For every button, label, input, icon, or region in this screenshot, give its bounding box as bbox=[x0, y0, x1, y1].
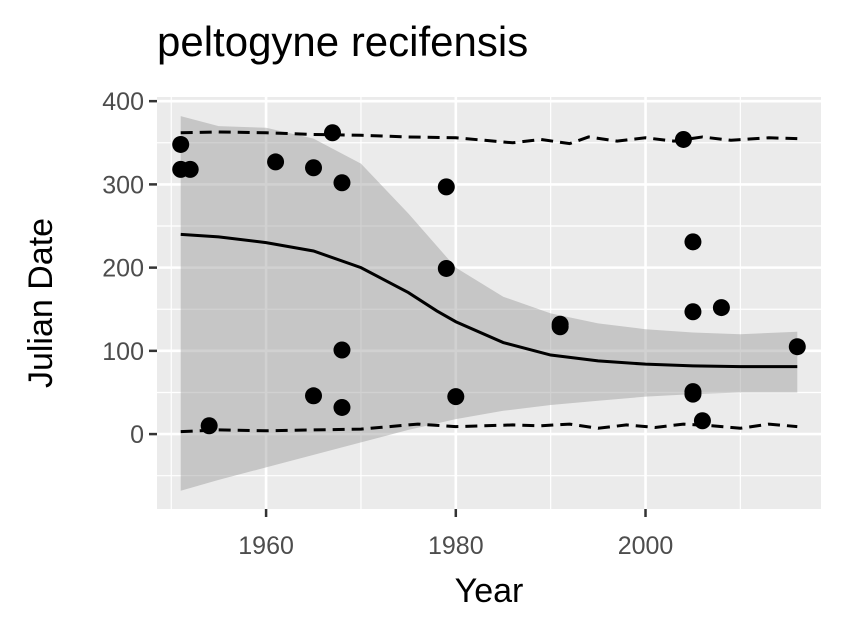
data-point bbox=[447, 388, 465, 406]
y-tick-label: 200 bbox=[102, 255, 144, 283]
data-point bbox=[305, 387, 323, 405]
plot-panel bbox=[157, 97, 821, 509]
grid-lines bbox=[157, 97, 821, 509]
lower-quantile-line bbox=[180, 422, 798, 434]
point-layer bbox=[172, 124, 806, 435]
x-axis-title: Year bbox=[455, 572, 524, 610]
data-point bbox=[172, 135, 190, 153]
data-point bbox=[674, 130, 692, 148]
data-point bbox=[181, 160, 199, 178]
line-layer bbox=[180, 130, 798, 434]
x-tick-label: 1960 bbox=[238, 532, 294, 560]
data-point bbox=[551, 318, 569, 336]
data-point bbox=[200, 417, 218, 435]
data-point bbox=[684, 385, 702, 403]
data-point bbox=[323, 124, 341, 142]
axis-layer: 0 100 200 300 400 1960 1980 2000 bbox=[102, 88, 673, 560]
data-point bbox=[333, 174, 351, 192]
data-point bbox=[788, 338, 806, 356]
y-tick-label: 300 bbox=[102, 171, 144, 199]
data-point bbox=[267, 153, 285, 171]
data-point bbox=[333, 398, 351, 416]
x-tick-label: 1980 bbox=[428, 532, 484, 560]
upper-quantile-line bbox=[180, 130, 798, 146]
x-tick-label: 2000 bbox=[618, 532, 674, 560]
data-point bbox=[333, 341, 351, 359]
data-point bbox=[693, 412, 711, 430]
data-point bbox=[684, 233, 702, 251]
data-point bbox=[437, 178, 455, 196]
y-axis-title: Julian Date bbox=[22, 218, 60, 388]
data-point bbox=[712, 299, 730, 317]
trend-line bbox=[180, 232, 798, 369]
data-point bbox=[684, 303, 702, 321]
chart-title: peltogyne recifensis bbox=[157, 18, 529, 65]
confidence-band bbox=[180, 116, 798, 491]
data-point bbox=[437, 259, 455, 277]
data-point bbox=[305, 159, 323, 177]
y-tick-label: 400 bbox=[102, 88, 144, 116]
y-tick-label: 0 bbox=[130, 421, 144, 449]
confidence-band-layer bbox=[180, 116, 798, 491]
y-tick-label: 100 bbox=[102, 338, 144, 366]
